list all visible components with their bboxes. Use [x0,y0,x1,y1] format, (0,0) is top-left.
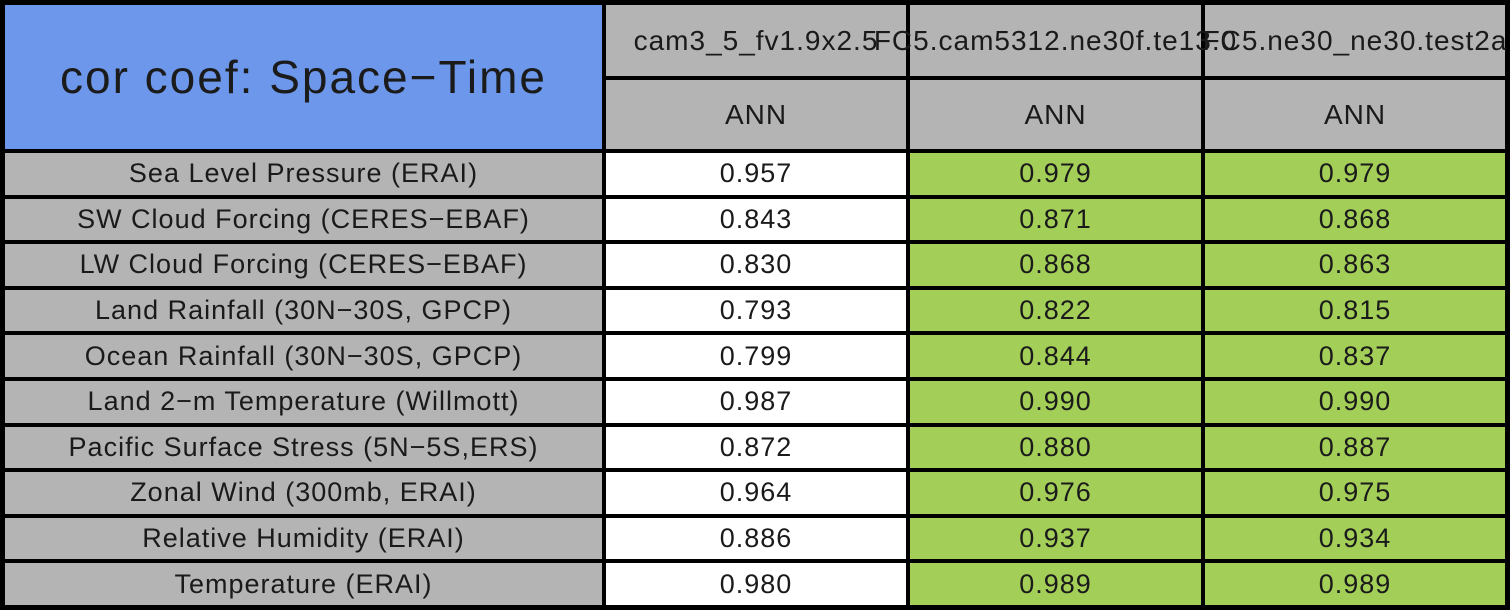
variable-label: Land Rainfall (30N−30S, GPCP) [95,295,512,326]
value-cell: 0.799 [606,335,906,377]
value-cell: 0.975 [1205,472,1505,514]
variable-label: Pacific Surface Stress (5N−5S,ERS) [68,431,539,462]
table-title-cell: cor coef: Space−Time [5,5,602,149]
row-label-cell: Pacific Surface Stress (5N−5S,ERS) [5,426,602,469]
value-cell: 0.990 [1205,380,1505,423]
value-cell: 0.872 [606,426,906,469]
value-cell: 0.822 [910,289,1201,332]
season-label-2: ANN [1024,98,1087,130]
value: 0.843 [719,203,793,234]
value-cell: 0.937 [910,517,1201,560]
row-label-cell: Zonal Wind (300mb, ERAI) [5,472,602,514]
model-name-1: cam3_5_fv1.9x2.5 [633,24,879,56]
value-cell: 0.868 [1205,198,1505,241]
value: 0.975 [1318,477,1392,508]
variable-label: LW Cloud Forcing (CERES−EBAF) [79,249,528,280]
value-cell: 0.979 [1205,153,1505,195]
season-label-1: ANN [724,98,788,130]
value-cell: 0.844 [910,335,1201,377]
value: 0.976 [1019,477,1092,508]
value-cell: 0.990 [910,380,1201,423]
value-cell: 0.979 [910,153,1201,195]
value: 0.863 [1318,249,1392,280]
value: 0.990 [1318,386,1392,417]
value: 0.822 [1019,295,1092,326]
value-cell: 0.934 [1205,517,1505,560]
value-cell: 0.987 [606,380,906,423]
season-header-1: ANN [606,80,906,149]
value: 0.887 [1318,431,1392,462]
value: 0.990 [1019,386,1092,417]
value: 0.989 [1318,568,1392,599]
value-cell: 0.957 [606,153,906,195]
value-cell: 0.886 [606,517,906,560]
value: 0.837 [1318,340,1392,371]
value: 0.989 [1019,568,1092,599]
value: 0.799 [719,340,793,371]
row-label-cell: Relative Humidity (ERAI) [5,517,602,560]
value-cell: 0.980 [606,563,906,605]
value: 0.937 [1019,523,1092,554]
table-title: cor coef: Space−Time [60,51,547,103]
variable-label: Sea Level Pressure (ERAI) [128,158,479,189]
value: 0.815 [1318,295,1392,326]
row-label-cell: Land Rainfall (30N−30S, GPCP) [5,289,602,332]
value: 0.934 [1318,523,1392,554]
value-cell: 0.815 [1205,289,1505,332]
variable-label: Land 2−m Temperature (Willmott) [87,386,520,417]
value-cell: 0.989 [1205,563,1505,605]
value: 0.886 [719,523,793,554]
value: 0.872 [719,431,793,462]
value: 0.871 [1019,203,1092,234]
variable-label: Zonal Wind (300mb, ERAI) [130,477,477,508]
model-name-3: FC5.ne30_ne30.test2a [1202,24,1508,56]
variable-label: SW Cloud Forcing (CERES−EBAF) [77,203,530,234]
season-header-2: ANN [910,80,1201,149]
variable-label: Temperature (ERAI) [174,568,433,599]
value: 0.793 [719,295,793,326]
value: 0.979 [1318,158,1392,189]
value-cell: 0.868 [910,244,1201,286]
value-cell: 0.887 [1205,426,1505,469]
row-label-cell: Ocean Rainfall (30N−30S, GPCP) [5,335,602,377]
value: 0.880 [1019,431,1092,462]
value-cell: 0.989 [910,563,1201,605]
value: 0.980 [719,568,793,599]
value: 0.987 [719,386,793,417]
value: 0.868 [1318,203,1392,234]
value-cell: 0.976 [910,472,1201,514]
value-cell: 0.843 [606,198,906,241]
value-cell: 0.880 [910,426,1201,469]
variable-label: Ocean Rainfall (30N−30S, GPCP) [84,340,523,371]
season-header-3: ANN [1205,80,1505,149]
value-cell: 0.837 [1205,335,1505,377]
row-label-cell: Temperature (ERAI) [5,563,602,605]
value: 0.830 [719,249,793,280]
model-column-header-2: FC5.cam5312.ne30f.te13.0 [874,5,1236,76]
row-label-cell: SW Cloud Forcing (CERES−EBAF) [5,198,602,241]
value: 0.979 [1019,158,1092,189]
value-cell: 0.793 [606,289,906,332]
model-column-header-3: FC5.ne30_ne30.test2a [1202,5,1508,76]
value-cell: 0.871 [910,198,1201,241]
value-cell: 0.863 [1205,244,1505,286]
season-label-3: ANN [1323,98,1387,130]
model-column-header-1: cam3_5_fv1.9x2.5 [606,5,906,76]
value: 0.957 [719,158,793,189]
row-label-cell: LW Cloud Forcing (CERES−EBAF) [5,244,602,286]
value: 0.868 [1019,249,1092,280]
value-cell: 0.830 [606,244,906,286]
variable-label: Relative Humidity (ERAI) [142,523,465,554]
value-cell: 0.964 [606,472,906,514]
model-name-2: FC5.cam5312.ne30f.te13.0 [873,24,1238,56]
value: 0.844 [1019,340,1092,371]
value: 0.964 [719,477,793,508]
row-label-cell: Sea Level Pressure (ERAI) [5,153,602,195]
row-label-cell: Land 2−m Temperature (Willmott) [5,380,602,423]
